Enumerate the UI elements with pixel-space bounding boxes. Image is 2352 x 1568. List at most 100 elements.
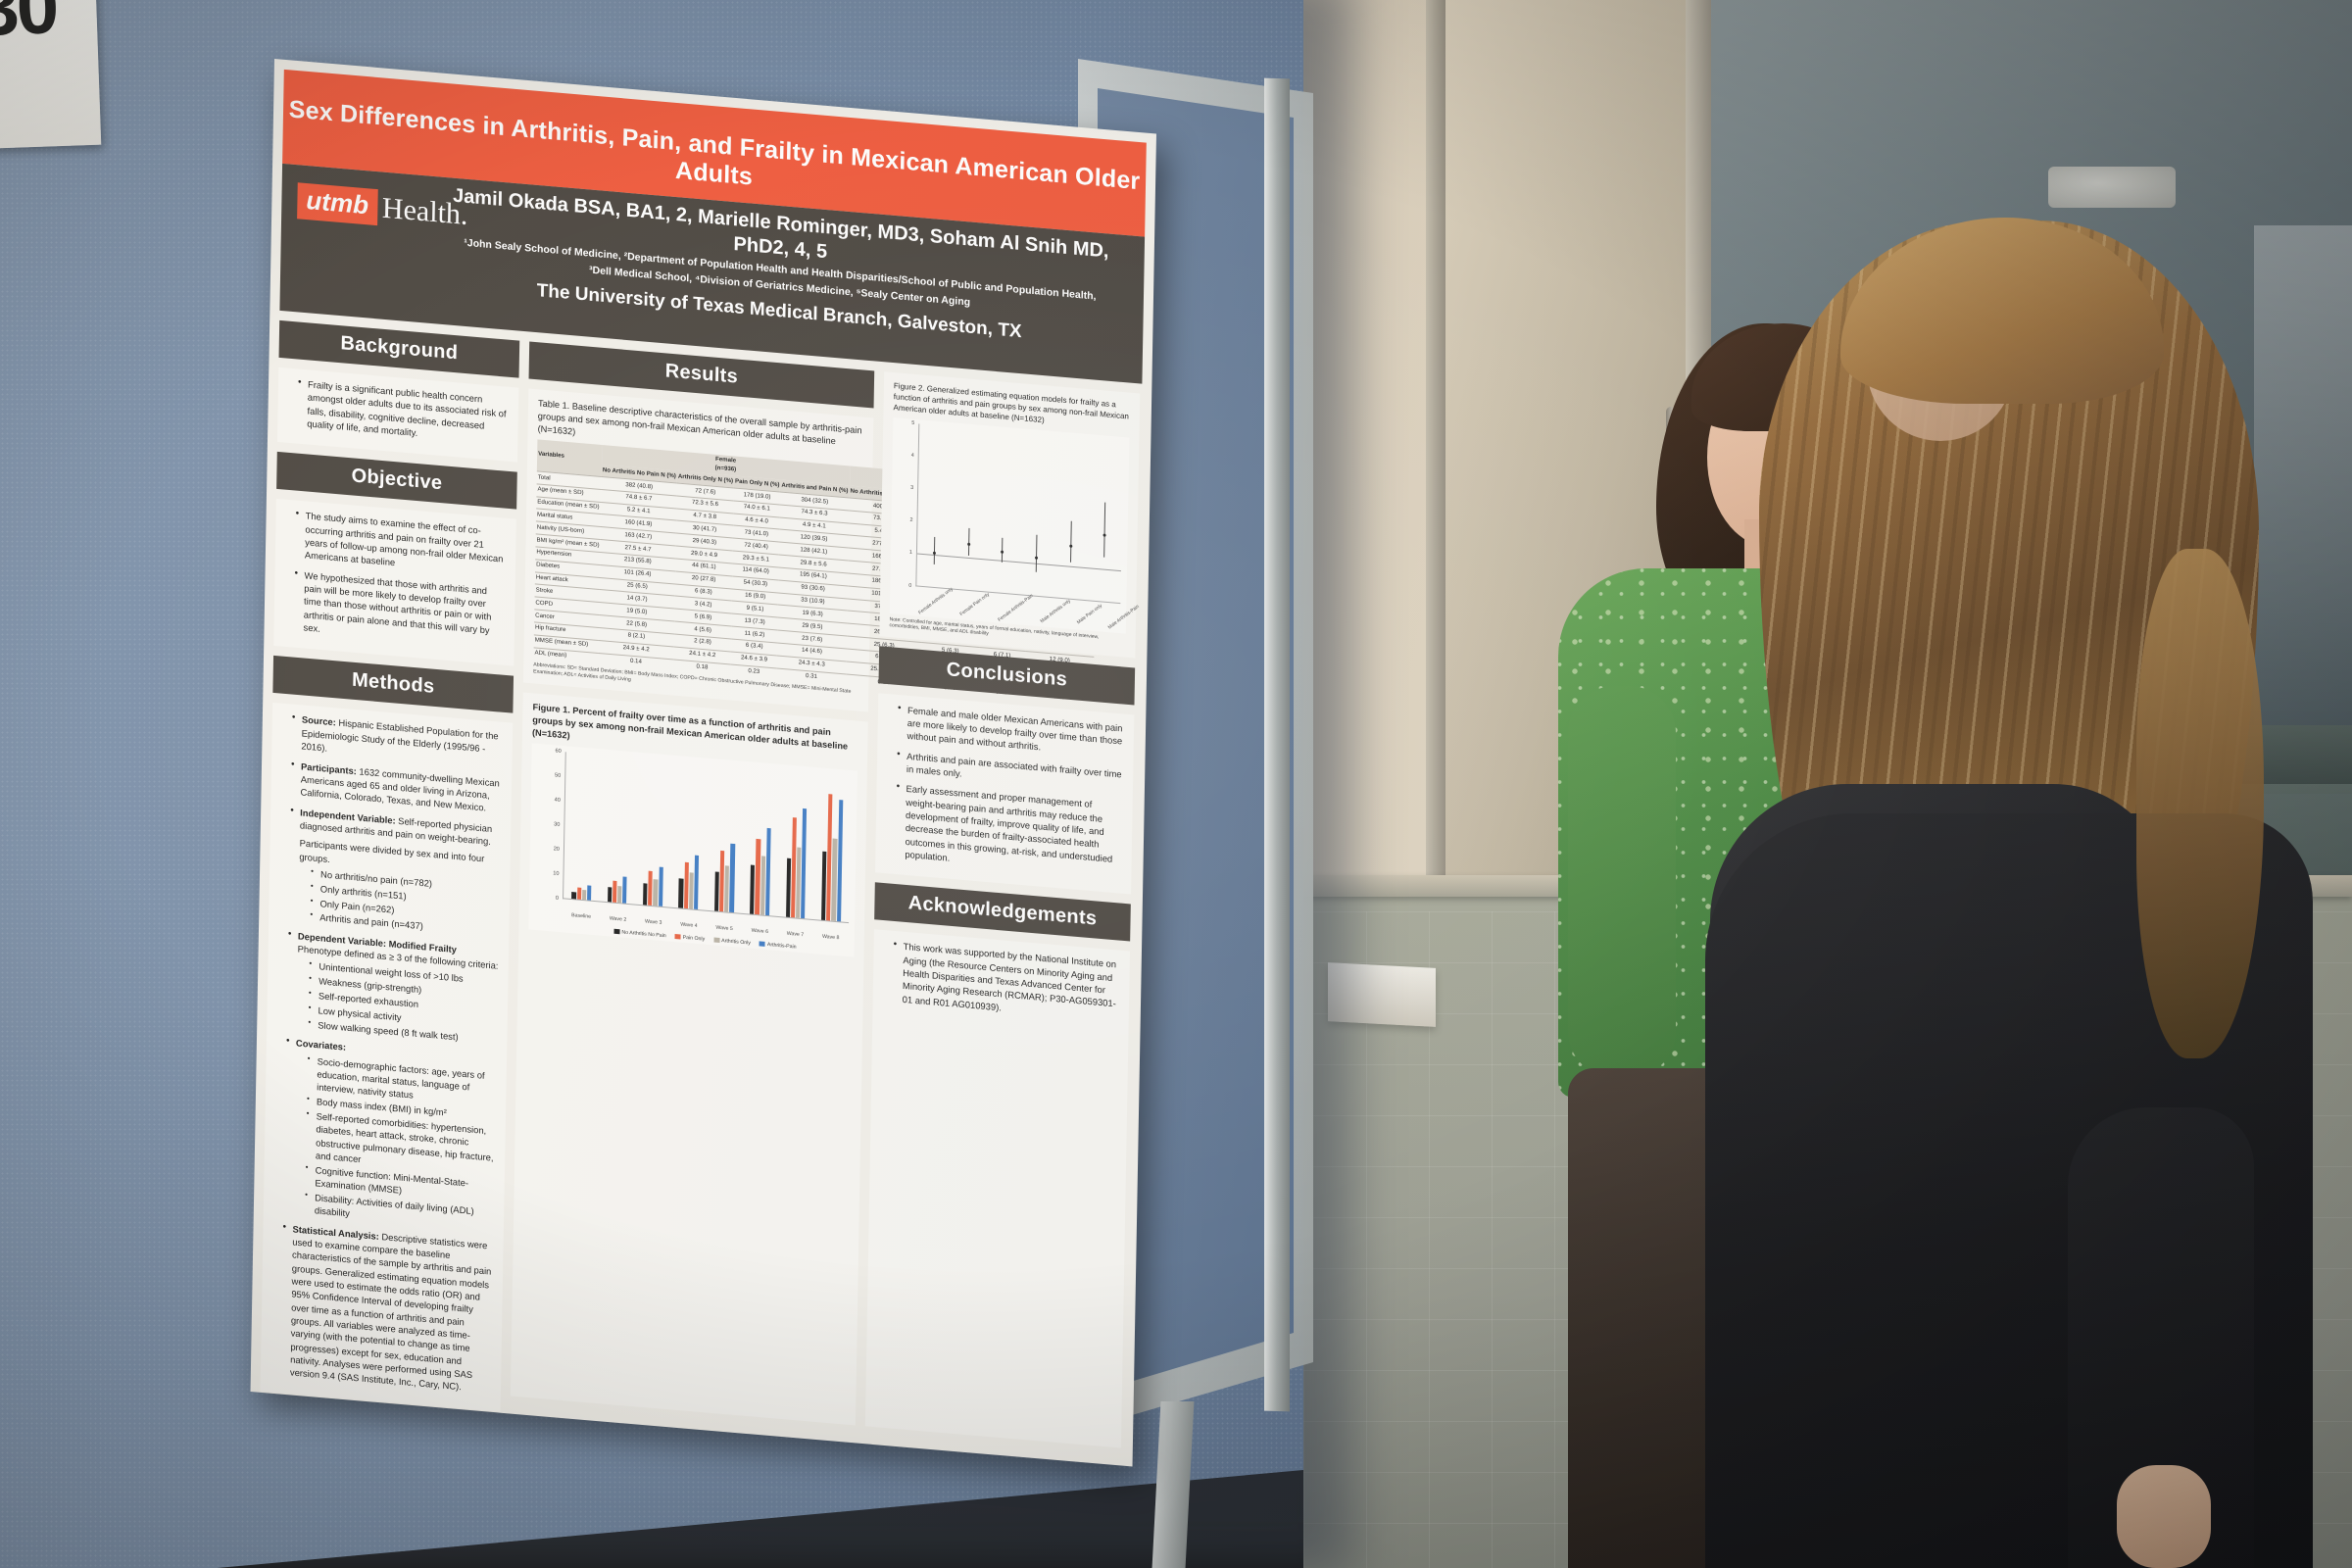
- objective-bullet-1: The study aims to examine the effect of …: [297, 509, 507, 578]
- figure1-bar-group: [678, 761, 700, 910]
- figure2-point: [966, 542, 970, 546]
- legend-label: Arthritis-Pain: [766, 941, 797, 951]
- wall-number-text: 30: [0, 0, 58, 52]
- acknowledgements-text: This work was supported by the National …: [895, 940, 1120, 1024]
- window-glare: [2254, 225, 2352, 774]
- figure2-point: [1102, 533, 1106, 537]
- figure1-x-tick-label: Wave 8: [821, 933, 840, 941]
- figure2-ci-whisker: [1103, 502, 1106, 558]
- female-label: Female: [715, 456, 737, 465]
- figure2-estimate: [1101, 439, 1110, 602]
- person-front-hand: [2117, 1465, 2211, 1568]
- figure1-legend-item: Arthritis Only: [713, 937, 751, 948]
- figure1-y-tick: 60: [555, 748, 562, 755]
- door-frame-left: [1426, 0, 1446, 921]
- figure1-x-tick-label: Baseline: [571, 911, 592, 920]
- methods-item-stats: Statistical Analysis: Descriptive statis…: [282, 1221, 494, 1396]
- methods-item-independent: Independent Variable: Self-reported phys…: [290, 805, 501, 939]
- poster-column-left: Background Frailty is a significant publ…: [260, 319, 520, 1412]
- ceiling-light: [2048, 167, 2176, 208]
- figure2-x-tick-label: Female Arthritis-Pain: [997, 593, 1035, 623]
- legend-label: Arthritis Only: [721, 937, 751, 947]
- legend-label: No Arthritis No Pain: [621, 929, 666, 939]
- figure1-x-tick-label: Wave 7: [786, 930, 805, 938]
- figure1-bar: [658, 866, 663, 906]
- figure1-bar-group: [643, 759, 664, 906]
- figure2-point: [1068, 544, 1072, 548]
- figure1-plot-area: [563, 752, 852, 924]
- figure2-estimate: [1066, 436, 1076, 599]
- figure1-bar: [729, 844, 735, 913]
- poster-column-middle: Results Table 1. Baseline descriptive ch…: [510, 341, 1098, 1426]
- legend-swatch: [759, 941, 765, 947]
- figure1-bar-group: [713, 764, 736, 913]
- figure1-bar: [683, 861, 689, 909]
- figure1-bar: [612, 880, 617, 903]
- section-heading-objective: Objective: [276, 452, 517, 511]
- figure1-bar: [576, 887, 581, 900]
- figure1-bar: [694, 856, 700, 910]
- background-bullet: Frailty is a significant public health c…: [299, 377, 509, 447]
- figure1-x-tick-label: Wave 5: [715, 924, 733, 932]
- figure1-y-tick: 40: [554, 797, 561, 804]
- figure1-bar: [713, 871, 719, 911]
- table1-variables-header: Variables: [538, 450, 564, 461]
- figure2-chart: 0 1 2 3 4 5 Female Arthritis only Female Pain …: [889, 416, 1141, 634]
- section-conclusions: Female and male older Mexican Americans …: [875, 692, 1135, 895]
- figure1-y-tick: 20: [553, 846, 560, 853]
- figure1-bar-group: [571, 753, 593, 901]
- figure1-bar: [764, 827, 771, 916]
- objective-bullet-2: We hypothesized that those with arthriti…: [295, 567, 505, 651]
- figure1-bars: [564, 752, 852, 922]
- figure1-legend-item: Arthritis-Pain: [759, 941, 797, 952]
- figure2-estimate: [1032, 433, 1042, 596]
- table1-panel: Table 1. Baseline descriptive characteri…: [522, 388, 1098, 712]
- poster-column-right: Figure 2. Generalized estimating equatio…: [864, 371, 1141, 1448]
- methods-covariates-label: Covariates:: [295, 1037, 347, 1053]
- person-front-hair-lock: [2136, 549, 2264, 1058]
- figure2-panel: Figure 2. Generalized estimating equatio…: [879, 371, 1141, 659]
- figure1-bar: [571, 891, 576, 900]
- figure2-reference-line: [916, 553, 1121, 572]
- section-heading-background: Background: [278, 319, 520, 378]
- figure1-y-tick: 30: [554, 821, 561, 828]
- figure1-bar: [622, 876, 627, 904]
- table-cell: 0.23: [730, 663, 778, 680]
- figure2-y-tick: 3: [910, 484, 914, 491]
- person-back-arm: [1568, 686, 1676, 1078]
- legend-swatch: [613, 928, 620, 934]
- figure2-estimate: [930, 424, 940, 587]
- legend-swatch: [674, 933, 681, 940]
- figure2-y-tick: 2: [909, 516, 913, 524]
- figure2-y-tick: 5: [911, 419, 915, 426]
- figure2-plot-area: [915, 422, 1124, 604]
- figure2-point: [932, 551, 936, 556]
- figure2-ci-whisker: [1035, 534, 1038, 572]
- figure2-point: [1034, 556, 1038, 560]
- conclusion-bullet-3: Early assessment and proper management o…: [897, 781, 1122, 879]
- figure1-bar: [607, 887, 612, 903]
- figure1-x-tick-label: Wave 6: [751, 927, 769, 935]
- section-objective: The study aims to examine the effect of …: [273, 499, 516, 667]
- figure1-y-tick: 0: [555, 895, 560, 902]
- figure1-bar: [688, 871, 694, 909]
- figure1-bar: [836, 799, 843, 922]
- figure1-bar: [643, 882, 648, 906]
- figure2-x-tick-label: Female Arthritis only: [917, 587, 955, 616]
- figure2-estimate: [964, 427, 974, 590]
- figure1-bar-group: [750, 768, 771, 916]
- figure1-bar: [617, 885, 622, 904]
- figure2-y-tick: 0: [908, 582, 912, 589]
- figure2-x-tick-label: Male Arthritis-Pain: [1107, 604, 1142, 631]
- figure1-panel: Figure 1. Percent of frailty over time a…: [510, 692, 868, 1426]
- figure1-legend-item: Pain Only: [674, 933, 705, 944]
- figure1-bar-group: [607, 756, 629, 904]
- methods-source-label: Source:: [301, 713, 336, 728]
- figure1-x-tick-label: Wave 4: [680, 921, 698, 929]
- section-background: Frailty is a significant public health c…: [276, 367, 519, 464]
- figure1-bar: [653, 878, 659, 906]
- figure2-ci-whisker: [933, 536, 935, 564]
- methods-item-dependent: Dependent Variable: Modified Frailty Phe…: [288, 929, 499, 1048]
- research-poster[interactable]: Sex Differences in Arthritis, Pain, and …: [250, 59, 1156, 1467]
